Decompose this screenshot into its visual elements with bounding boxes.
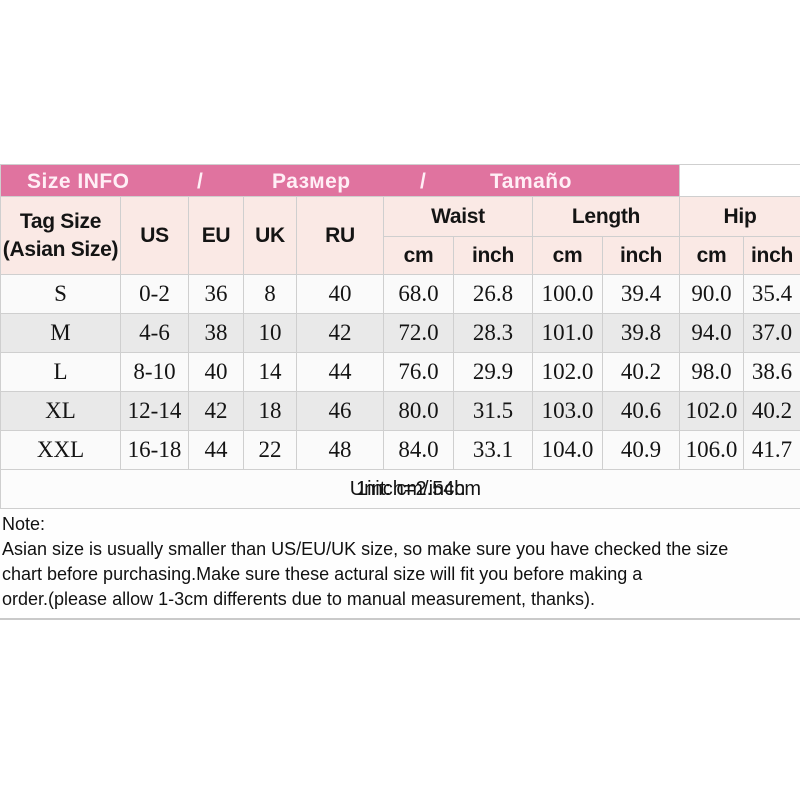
cell-length-cm: 100.0 (532, 274, 603, 314)
col-header-waist-cm: cm (383, 236, 454, 275)
cell-waist-cm: 76.0 (383, 352, 454, 392)
cell-size: XL (0, 391, 121, 431)
cell-hip-cm: 98.0 (679, 352, 745, 392)
note-line: order.(please allow 1-3cm differents due… (2, 589, 595, 609)
cell-eu: 42 (188, 391, 244, 431)
cell-size: S (0, 274, 121, 314)
cell-waist-inch: 31.5 (453, 391, 533, 431)
cell-waist-cm: 84.0 (383, 430, 454, 470)
unit-label: Unit: cm/inch (349, 477, 466, 500)
cell-hip-inch: 41.7 (743, 430, 800, 470)
col-header-length-inch: inch (601, 236, 681, 275)
cell-waist-cm: 80.0 (383, 391, 454, 431)
col-header-waist-inch: inch (453, 236, 533, 275)
table-row-xl: XL 12-14 42 18 46 80.0 31.5 103.0 40.6 1… (0, 391, 800, 431)
col-header-us: US (120, 196, 189, 275)
cell-waist-inch: 29.9 (453, 352, 533, 392)
cell-us: 12-14 (120, 391, 189, 431)
cell-uk: 18 (243, 391, 297, 431)
cell-length-inch: 40.2 (601, 352, 681, 392)
cell-uk: 14 (243, 352, 297, 392)
cell-ru: 46 (296, 391, 384, 431)
cell-uk: 22 (243, 430, 297, 470)
unit-cell: Unit: cm/inch 1inch=2.54cm (0, 469, 800, 509)
size-table: Size INFO / Размер / Tamaño Tag Size (As… (0, 164, 800, 509)
note-line: Asian size is usually smaller than US/EU… (2, 539, 729, 559)
cell-size: M (0, 313, 121, 353)
title-size-info: Size INFO (27, 170, 130, 193)
size-chart: Size INFO / Размер / Tamaño Tag Size (As… (0, 164, 800, 620)
cell-ru: 44 (296, 352, 384, 392)
col-header-tag-size: Tag Size (Asian Size) (0, 196, 121, 275)
cell-us: 0-2 (120, 274, 189, 314)
cell-waist-inch: 33.1 (453, 430, 533, 470)
cell-length-cm: 103.0 (532, 391, 603, 431)
cell-waist-cm: 68.0 (383, 274, 454, 314)
cell-hip-cm: 102.0 (679, 391, 745, 431)
col-group-length: Length (531, 196, 681, 237)
cell-waist-inch: 28.3 (453, 313, 533, 353)
col-group-hip: Hip (679, 196, 800, 237)
col-header-ru: RU (296, 196, 384, 275)
cell-waist-inch: 26.8 (453, 274, 533, 314)
cell-hip-inch: 40.2 (743, 391, 800, 431)
cell-waist-cm: 72.0 (383, 313, 454, 353)
unit-conversion: 1inch=2.54cm (356, 478, 482, 500)
col-header-length-cm: cm (532, 236, 603, 275)
title-separator: / (197, 170, 204, 193)
cell-hip-inch: 37.0 (743, 313, 800, 353)
table-row-l: L 8-10 40 14 44 76.0 29.9 102.0 40.2 98.… (0, 352, 800, 392)
title-separator: / (420, 170, 427, 193)
cell-size: XXL (0, 430, 121, 470)
tag-size-line1: Tag Size (19, 209, 102, 233)
cell-hip-cm: 90.0 (679, 274, 745, 314)
sub-header-row: cm inch cm inch cm inch (1, 236, 800, 275)
table-row-m: M 4-6 38 10 42 72.0 28.3 101.0 39.8 94.0… (0, 313, 800, 353)
cell-ru: 40 (296, 274, 384, 314)
cell-length-inch: 40.9 (601, 430, 681, 470)
table-row-xxl: XXL 16-18 44 22 48 84.0 33.1 104.0 40.9 … (0, 430, 800, 470)
cell-length-inch: 39.8 (601, 313, 681, 353)
cell-length-cm: 101.0 (532, 313, 603, 353)
cell-length-cm: 104.0 (532, 430, 603, 470)
cell-length-inch: 40.6 (601, 391, 681, 431)
cell-hip-inch: 35.4 (743, 274, 800, 314)
cell-eu: 44 (188, 430, 244, 470)
note-section: Note: Asian size is usually smaller than… (0, 509, 800, 620)
title-bar: Size INFO / Размер / Tamaño (0, 164, 681, 197)
cell-eu: 40 (188, 352, 244, 392)
title-tamano: Tamaño (490, 170, 572, 193)
group-header-row: Tag Size (Asian Size) US EU UK RU Waist … (0, 196, 800, 275)
cell-hip-inch: 38.6 (743, 352, 800, 392)
cell-length-inch: 39.4 (601, 274, 681, 314)
cell-us: 16-18 (120, 430, 189, 470)
note-label: Note: (2, 514, 46, 534)
cell-uk: 8 (243, 274, 297, 314)
title-bar-blank (679, 164, 800, 197)
cell-hip-cm: 94.0 (679, 313, 745, 353)
cell-us: 8-10 (120, 352, 189, 392)
col-header-eu: EU (188, 196, 244, 275)
col-header-hip-inch: inch (743, 236, 800, 275)
title-razmer: Размер (272, 170, 351, 193)
title-bar-row: Size INFO / Размер / Tamaño (0, 164, 800, 197)
note-line: chart before purchasing.Make sure these … (2, 564, 643, 584)
cell-length-cm: 102.0 (532, 352, 603, 392)
col-header-hip-cm: cm (679, 236, 745, 275)
table-row-s: S 0-2 36 8 40 68.0 26.8 100.0 39.4 90.0 … (0, 274, 800, 314)
cell-size: L (0, 352, 121, 392)
col-group-waist: Waist (383, 196, 533, 237)
unit-row: Unit: cm/inch 1inch=2.54cm (0, 469, 800, 509)
cell-eu: 36 (188, 274, 244, 314)
cell-eu: 38 (188, 313, 244, 353)
col-header-uk: UK (243, 196, 297, 275)
cell-ru: 42 (296, 313, 384, 353)
cell-uk: 10 (243, 313, 297, 353)
cell-us: 4-6 (120, 313, 189, 353)
cell-ru: 48 (296, 430, 384, 470)
tag-size-line2: (Asian Size) (2, 237, 119, 261)
cell-hip-cm: 106.0 (679, 430, 745, 470)
